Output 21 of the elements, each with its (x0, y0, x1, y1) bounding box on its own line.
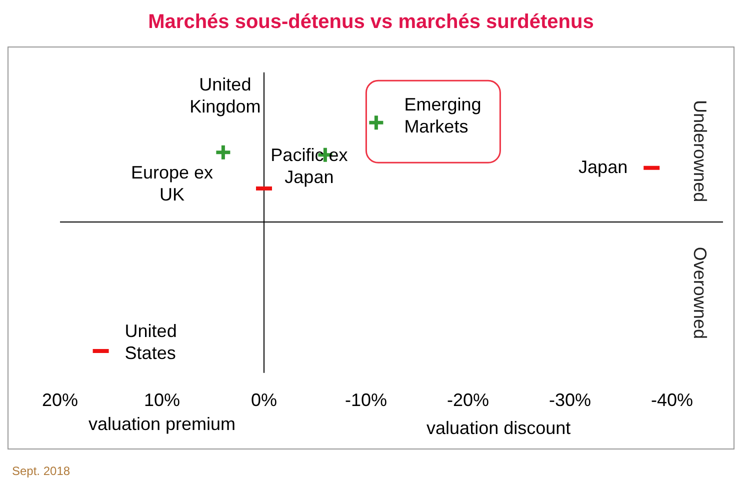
annotation: Overowned (690, 246, 710, 339)
x-tick-label: -10% (344, 390, 388, 410)
annotation: Emerging Markets (404, 94, 482, 137)
annotation: Japan (578, 156, 628, 177)
x-tick-label: -40% (650, 390, 694, 410)
x-tick-label: -20% (446, 390, 490, 410)
text: valuation premium (88, 414, 236, 434)
annotation: Underowned (690, 100, 710, 202)
x-tick-label: -30% (548, 390, 592, 410)
chart-title: Marchés sous-détenus vs marchés surdétenus (148, 11, 594, 33)
annotation: Europe ex UK (130, 162, 214, 204)
x-tick-label: 10% (144, 390, 180, 410)
point (214, 144, 232, 162)
annotation: Pacific ex Japan (270, 144, 348, 187)
text: valuation discount (426, 418, 571, 438)
annotation: United States (124, 321, 177, 363)
x-tick-label: 0% (250, 390, 278, 410)
x-tick-label: 20% (42, 390, 78, 410)
text: Sept. 2018 (12, 464, 70, 478)
annotation: United Kingdom (190, 74, 261, 116)
point (367, 114, 385, 132)
